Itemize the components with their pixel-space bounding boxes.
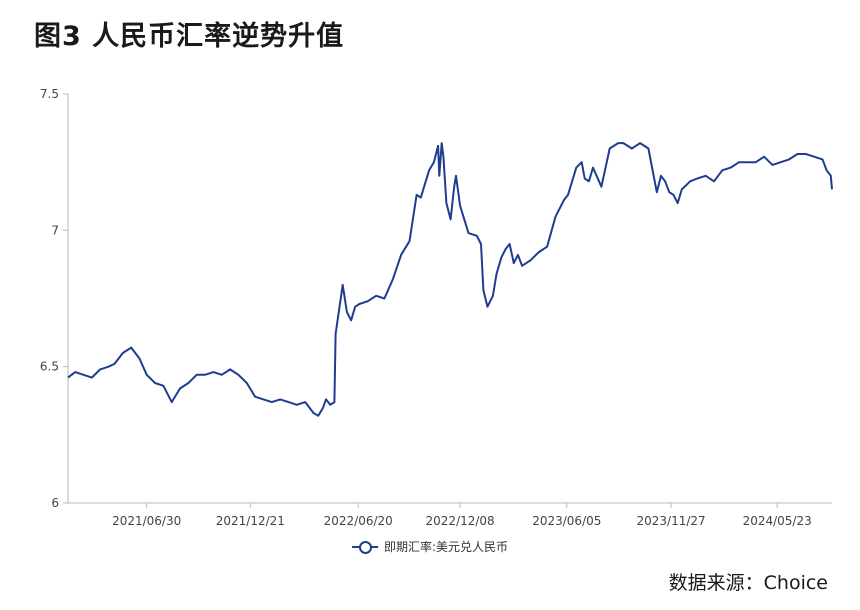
figure-title: 图3 人民币汇率逆势升值 xyxy=(34,21,345,52)
legend-label: 即期汇率:美元兑人民币 xyxy=(383,540,509,554)
x-tick-label: 2021/06/30 xyxy=(112,514,181,528)
y-tick-label: 6 xyxy=(51,496,59,510)
legend-swatch-icon xyxy=(351,540,378,554)
x-tick-label: 2023/11/27 xyxy=(637,514,706,528)
x-tick-label: 2021/12/21 xyxy=(216,514,285,528)
series-line-usd-cny xyxy=(67,142,833,417)
y-axis-ticks: 6 6.5 7 7.5 xyxy=(40,87,68,510)
x-axis-ticks: 2021/06/30 2021/12/21 2022/06/20 2022/12/08… xyxy=(112,503,812,528)
x-tick-label: 2023/06/05 xyxy=(532,514,601,528)
x-tick-label: 2024/05/23 xyxy=(743,514,812,528)
x-tick-label: 2022/12/08 xyxy=(426,514,495,528)
y-tick-label: 7 xyxy=(51,223,59,237)
y-tick-label: 7.5 xyxy=(40,87,59,101)
x-tick-label: 2022/06/20 xyxy=(324,514,393,528)
source-note: 数据来源：Choice xyxy=(668,572,828,594)
legend: 即期汇率:美元兑人民币 xyxy=(0,538,860,556)
y-tick-label: 6.5 xyxy=(40,360,59,374)
